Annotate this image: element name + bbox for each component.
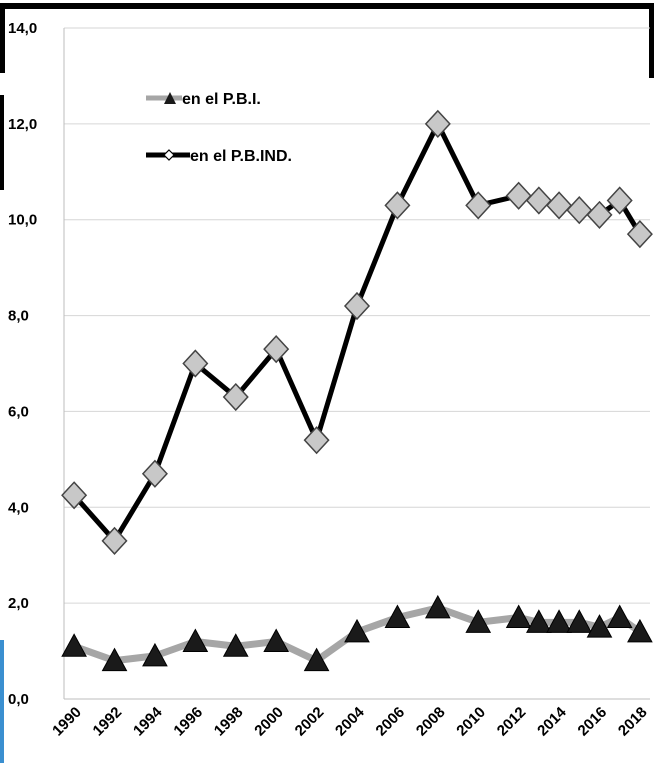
x-tick-label: 2004 xyxy=(332,703,368,739)
x-tick-label: 2008 xyxy=(413,704,449,740)
x-tick-label: 2010 xyxy=(453,704,489,740)
left-frame-border xyxy=(0,3,5,73)
data-point-triangle xyxy=(505,604,532,629)
data-point-diamond xyxy=(566,196,593,225)
x-tick-label: 2014 xyxy=(534,703,570,739)
right-frame-border xyxy=(649,3,654,78)
x-tick-label: 2016 xyxy=(575,704,611,740)
data-point-triangle xyxy=(142,642,168,667)
data-point-diamond xyxy=(141,459,168,488)
data-point-diamond xyxy=(101,526,128,555)
x-tick-label: 2000 xyxy=(251,704,287,740)
data-point-diamond xyxy=(303,426,330,455)
data-point-triangle xyxy=(384,604,411,629)
data-point-diamond xyxy=(465,191,492,220)
data-point-triangle xyxy=(424,594,451,619)
legend-item-pbi: en el P.B.I. xyxy=(146,91,261,108)
x-tick-label: 2002 xyxy=(292,704,328,740)
x-tick-label: 2018 xyxy=(615,704,651,740)
y-tick-label: 6,0 xyxy=(8,403,29,420)
x-axis-tick-labels: 1990 1992 1994 1996 1998 2000 2002 2004 2006 2008… xyxy=(49,703,650,739)
data-point-triangle xyxy=(222,633,249,657)
data-point-triangle xyxy=(344,618,370,643)
y-tick-label: 10,0 xyxy=(8,212,37,229)
x-tick-label: 1998 xyxy=(211,704,247,740)
data-point-diamond xyxy=(606,186,633,215)
gridlines xyxy=(64,27,650,604)
legend-label-pbi: en el P.B.I. xyxy=(182,91,261,108)
y-tick-label: 8,0 xyxy=(8,308,29,325)
legend-triangle-icon xyxy=(164,92,176,104)
series-layer xyxy=(61,109,653,672)
legend-item-pbind: en el P.B.IND. xyxy=(146,148,292,165)
y-tick-label: 14,0 xyxy=(8,20,37,37)
y-tick-label: 12,0 xyxy=(8,116,37,133)
x-tick-label: 1996 xyxy=(170,704,206,740)
data-point-diamond xyxy=(263,335,290,364)
data-point-diamond xyxy=(182,349,209,378)
data-point-diamond xyxy=(525,186,552,215)
data-point-triangle xyxy=(101,647,128,672)
data-point-triangle xyxy=(606,604,633,629)
data-point-triangle xyxy=(61,633,87,657)
legend-diamond-icon xyxy=(163,149,175,161)
legend: en el P.B.I. en el P.B.IND. xyxy=(146,91,292,165)
data-point-triangle xyxy=(303,647,330,672)
y-tick-label: 4,0 xyxy=(8,499,29,516)
left-frame-border-lower xyxy=(0,95,4,190)
y-tick-label: 2,0 xyxy=(8,595,29,612)
data-point-triangle xyxy=(182,628,209,652)
data-point-diamond xyxy=(222,382,249,412)
data-point-triangle xyxy=(566,609,593,633)
x-tick-label: 2006 xyxy=(373,704,409,740)
legend-label-pbind: en el P.B.IND. xyxy=(190,148,292,165)
left-edge-accent xyxy=(0,640,4,763)
y-axis-tick-labels: 0,0 2,0 4,0 6,0 8,0 10,0 12,0 14,0 xyxy=(8,20,37,708)
data-point-triangle xyxy=(465,609,492,633)
data-point-diamond xyxy=(546,191,573,220)
data-point-diamond xyxy=(505,181,532,210)
series-pbi xyxy=(61,594,653,672)
series-pbind xyxy=(61,109,653,555)
y-tick-label: 0,0 xyxy=(8,691,29,708)
x-tick-label: 1994 xyxy=(130,703,166,739)
data-point-diamond xyxy=(424,109,451,138)
data-point-diamond xyxy=(61,481,88,510)
data-point-diamond xyxy=(343,291,371,321)
top-frame-border xyxy=(3,3,651,9)
data-point-triangle xyxy=(546,609,572,633)
data-point-triangle xyxy=(263,628,290,652)
data-point-triangle xyxy=(586,614,613,638)
data-point-triangle xyxy=(526,609,552,633)
x-tick-label: 1990 xyxy=(49,704,85,740)
x-tick-label: 1992 xyxy=(90,704,126,740)
data-point-diamond xyxy=(626,219,653,249)
data-point-diamond xyxy=(384,191,411,220)
x-tick-label: 2012 xyxy=(494,704,530,740)
data-point-triangle xyxy=(627,618,653,643)
data-point-diamond xyxy=(586,200,613,230)
